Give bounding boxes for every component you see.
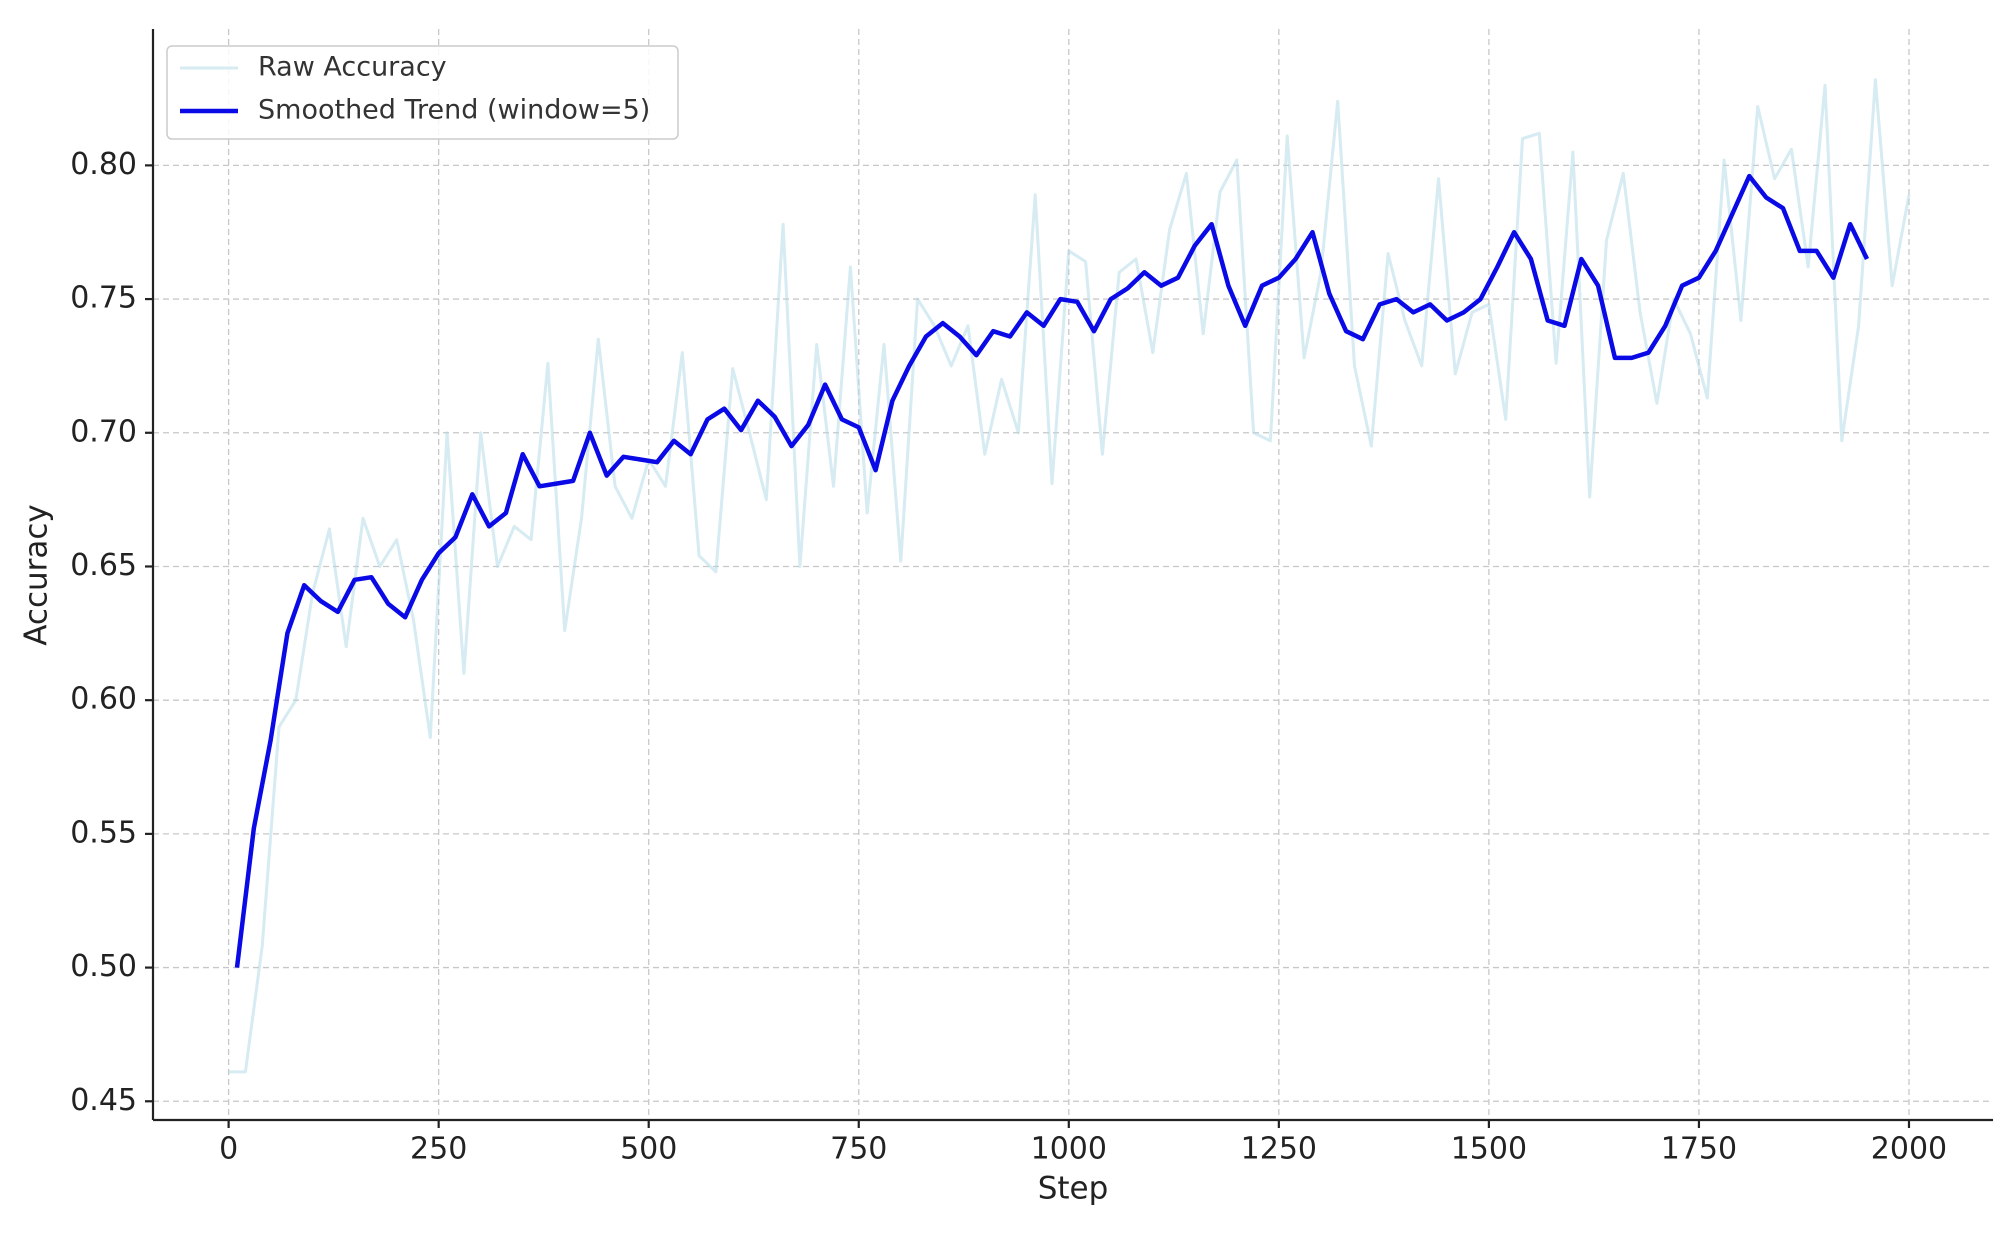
legend-label: Smoothed Trend (window=5) xyxy=(258,95,650,126)
x-tick-label: 1250 xyxy=(1241,1132,1317,1167)
x-tick-label: 1750 xyxy=(1661,1132,1737,1167)
x-tick-label: 500 xyxy=(620,1132,677,1167)
x-tick-label: 2000 xyxy=(1871,1132,1947,1167)
y-tick-label: 0.50 xyxy=(70,949,137,984)
data-line xyxy=(234,173,1870,968)
data-line xyxy=(228,78,1911,1074)
y-tick-label: 0.55 xyxy=(70,815,137,850)
legend-label: Raw Accuracy xyxy=(258,52,447,83)
x-tick-label: 750 xyxy=(830,1132,887,1167)
y-tick-label: 0.60 xyxy=(70,682,137,717)
y-axis-label: Accuracy xyxy=(19,504,55,646)
x-tick-label: 250 xyxy=(410,1132,467,1167)
legend-box xyxy=(166,45,679,140)
x-tick-label: 1500 xyxy=(1451,1132,1527,1167)
y-tick-label: 0.80 xyxy=(70,147,137,182)
y-tick-label: 0.65 xyxy=(70,548,137,583)
y-tick-label: 0.45 xyxy=(70,1083,137,1118)
y-tick-label: 0.70 xyxy=(70,414,137,449)
x-axis-label: Step xyxy=(1038,1171,1109,1207)
x-tick-label: 0 xyxy=(219,1132,238,1167)
y-tick-label: 0.75 xyxy=(70,281,137,316)
x-tick-label: 1000 xyxy=(1031,1132,1107,1167)
